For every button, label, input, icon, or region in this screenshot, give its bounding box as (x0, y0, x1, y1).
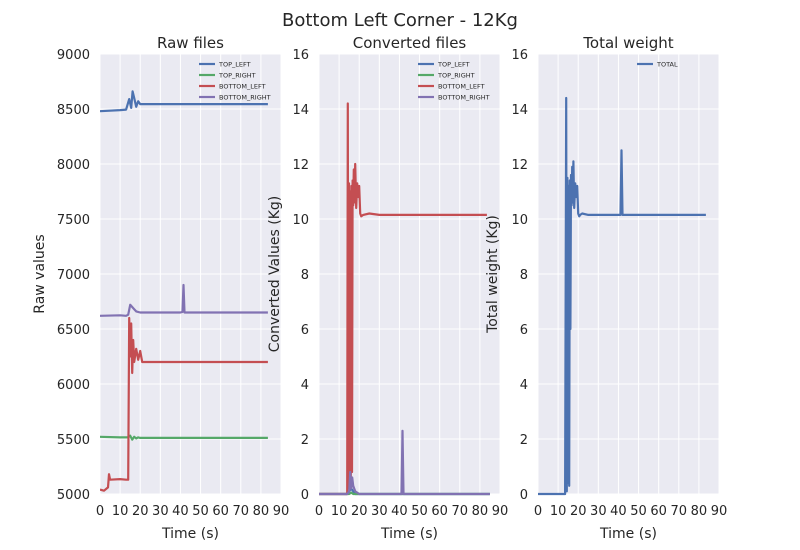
y-tick-label: 10 (511, 213, 528, 228)
legend-label: TOP_RIGHT (437, 72, 475, 80)
figure-title: Bottom Left Corner - 12Kg (282, 10, 518, 31)
x-tick-label: 70 (452, 504, 469, 519)
legend-label: TOP_LEFT (437, 61, 470, 69)
x-tick-label: 10 (331, 504, 348, 519)
x-tick-label: 20 (351, 504, 368, 519)
x-tick-label: 90 (273, 504, 290, 519)
y-tick-label: 4 (301, 378, 309, 393)
subplot-title: Converted files (353, 34, 467, 52)
x-tick-label: 70 (671, 504, 688, 519)
legend-label: TOTAL (656, 61, 678, 69)
legend-label: TOP_RIGHT (218, 72, 256, 80)
x-tick-label: 30 (590, 504, 607, 519)
y-axis-label: Converted Values (Kg) (267, 196, 283, 353)
y-tick-label: 16 (511, 48, 528, 63)
y-tick-label: 6500 (57, 323, 90, 338)
y-tick-label: 2 (520, 433, 528, 448)
x-tick-label: 50 (411, 504, 428, 519)
series-line-bottom-right (319, 429, 490, 496)
x-axis-label: Time (s) (380, 526, 438, 542)
series-line-bottom-left (100, 316, 268, 492)
x-tick-label: 50 (630, 504, 647, 519)
x-tick-label: 0 (96, 504, 104, 519)
y-tick-label: 8500 (57, 103, 90, 118)
subplot-title: Total weight (582, 34, 673, 52)
y-tick-label: 7500 (57, 213, 90, 228)
legend: TOTAL (637, 61, 678, 69)
y-tick-label: 2 (301, 433, 309, 448)
x-tick-label: 20 (132, 504, 149, 519)
legend-label: BOTTOM_LEFT (438, 83, 485, 91)
subplot-1: 0 10 20 30 40 50 60 70 80 90 5000 5500 6000 6500 7000 7… (32, 34, 289, 542)
series-line-bottom-right (100, 283, 268, 317)
x-tick-label: 0 (534, 504, 542, 519)
legend-label: TOP_LEFT (218, 61, 251, 69)
subplot-2: 0 10 20 30 40 50 60 70 80 900246810121416Converte… (267, 34, 508, 542)
y-tick-label: 8000 (57, 158, 90, 173)
x-tick-label: 30 (152, 504, 169, 519)
subplots: 0 10 20 30 40 50 60 70 80 90500055006000650070007… (32, 34, 727, 542)
series-group (100, 90, 268, 492)
y-axis-label: Raw values (32, 234, 48, 313)
y-tick-label: 8 (520, 268, 528, 283)
y-tick-label: 6 (301, 323, 309, 338)
x-tick-label: 10 (550, 504, 567, 519)
legend-label: BOTTOM_RIGHT (219, 94, 271, 102)
y-tick-label: 14 (292, 103, 309, 118)
y-tick-label: 6000 (57, 378, 90, 393)
y-tick-label: 0 (520, 488, 528, 503)
y-tick-label: 9000 (57, 48, 90, 63)
x-tick-label: 80 (472, 504, 489, 519)
x-tick-label: 80 (253, 504, 270, 519)
x-axis-label: Time (s) (599, 526, 657, 542)
series-group (319, 102, 490, 496)
x-axis-label: Time (s) (161, 526, 219, 542)
y-tick-label: 14 (511, 103, 528, 118)
y-tick-label: 6 (520, 323, 528, 338)
x-tick-label: 10 (112, 504, 129, 519)
series-line-bottom-left (319, 102, 487, 496)
y-tick-label: 7000 (57, 268, 90, 283)
x-tick-label: 30 (371, 504, 388, 519)
x-tick-label: 20 (570, 504, 587, 519)
y-tick-label: 12 (511, 158, 528, 173)
x-tick-label: 40 (391, 504, 408, 519)
x-tick-label: 60 (650, 504, 667, 519)
y-tick-label: 4 (520, 378, 528, 393)
legend-label: BOTTOM_LEFT (219, 83, 266, 91)
y-tick-label: 5500 (57, 433, 90, 448)
x-tick-label: 50 (192, 504, 209, 519)
y-tick-label: 5000 (57, 488, 90, 503)
legend-label: BOTTOM_RIGHT (438, 94, 490, 102)
x-tick-label: 60 (431, 504, 448, 519)
x-tick-label: 90 (711, 504, 728, 519)
x-tick-label: 60 (212, 504, 229, 519)
y-tick-label: 12 (292, 158, 309, 173)
series-line-top-left (100, 90, 268, 113)
y-axis-label: Total weight (Kg) (485, 215, 501, 334)
y-tick-label: 0 (301, 488, 309, 503)
x-tick-label: 70 (233, 504, 250, 519)
subplot-title: Raw files (157, 34, 224, 52)
x-tick-label: 40 (172, 504, 189, 519)
series-line-total (538, 96, 706, 496)
y-tick-label: 16 (292, 48, 309, 63)
y-tick-label: 8 (301, 268, 309, 283)
y-tick-label: 10 (292, 213, 309, 228)
legend: TOP_LEFT TOP_RIGHT BOTTOM_LEFT BOTTOM_RIGHT (199, 61, 271, 102)
x-tick-label: 80 (691, 504, 708, 519)
legend: TOP_LEFT TOP_RIGHT BOTTOM_LEFT BOTTOM_RIGHT (418, 61, 490, 102)
series-group (538, 96, 706, 496)
x-tick-label: 40 (610, 504, 627, 519)
x-tick-label: 90 (492, 504, 509, 519)
x-tick-label: 0 (315, 504, 323, 519)
